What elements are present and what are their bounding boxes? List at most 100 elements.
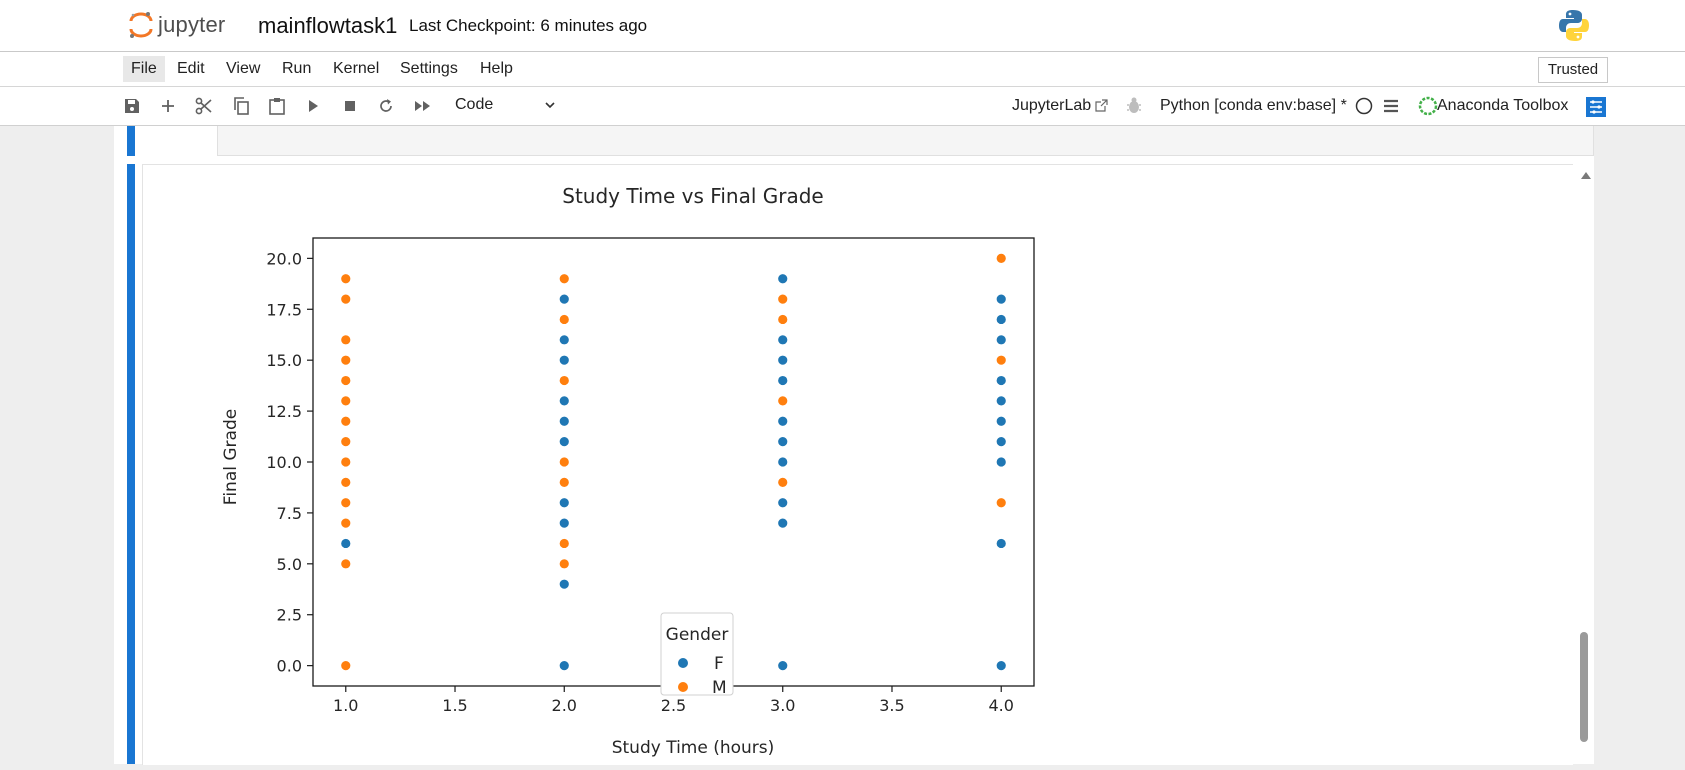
cell-collapser[interactable]	[127, 126, 135, 156]
data-point-f	[558, 354, 570, 366]
scroll-up-arrow-icon[interactable]	[1580, 170, 1592, 180]
data-point-f	[558, 436, 570, 448]
data-point-m	[340, 436, 352, 448]
cell-collapser[interactable]	[127, 164, 135, 764]
x-tick-label: 1.5	[442, 696, 467, 715]
data-point-m	[340, 375, 352, 386]
external-link-icon[interactable]	[1095, 99, 1108, 112]
code-cell-input[interactable]	[217, 126, 1594, 156]
data-point-f	[340, 538, 352, 549]
chevron-down-icon[interactable]	[544, 99, 556, 111]
menu-kernel[interactable]: Kernel	[333, 60, 380, 77]
data-point-m	[340, 354, 352, 366]
data-point-f	[777, 334, 789, 346]
cell-type-select[interactable]: Code	[455, 96, 494, 113]
y-tick-label: 0.0	[277, 657, 302, 676]
x-tick-label: 3.0	[770, 696, 795, 715]
y-tick-label: 7.5	[277, 504, 302, 523]
data-point-m	[558, 375, 570, 386]
add-cell-icon[interactable]	[158, 96, 178, 116]
y-axis: 0.0 2.5 5.0 7.5 10.0 12.5 15.0 17.5 20.0	[266, 249, 313, 676]
data-point-m	[340, 334, 352, 346]
data-point-f	[995, 375, 1007, 386]
data-point-f	[995, 660, 1007, 672]
cut-icon[interactable]	[194, 96, 214, 116]
data-point-m	[340, 476, 352, 488]
kernel-name[interactable]: Python [conda env:base] *	[1160, 97, 1347, 114]
menu-edit[interactable]: Edit	[177, 60, 205, 77]
cell-output: Study Time vs Final Grade 1.0 1.5 2.0 2.5 3.…	[142, 164, 1573, 765]
notebook-toolbar: Code JupyterLab Python [conda env:base] …	[0, 87, 1685, 126]
data-point-m	[777, 293, 789, 305]
y-tick-label: 15.0	[266, 351, 302, 370]
data-point-f	[558, 497, 570, 509]
data-point-f	[777, 517, 789, 529]
anaconda-toolbox-label[interactable]: Anaconda Toolbox	[1437, 97, 1569, 114]
save-icon[interactable]	[122, 96, 142, 116]
data-point-f	[777, 415, 789, 427]
data-point-f	[558, 578, 570, 590]
data-point-m	[777, 314, 789, 325]
debugger-icon[interactable]	[1126, 97, 1142, 115]
scatter-chart: Study Time vs Final Grade 1.0 1.5 2.0 2.5 3.…	[143, 165, 1573, 770]
data-point-f	[777, 375, 789, 386]
data-point-f	[777, 660, 789, 672]
data-point-m	[558, 558, 570, 570]
data-point-f	[558, 334, 570, 346]
copy-icon[interactable]	[231, 96, 251, 116]
x-tick-label: 1.0	[333, 696, 358, 715]
jupyterlab-link[interactable]: JupyterLab	[1012, 97, 1092, 114]
data-point-f	[995, 436, 1007, 448]
scrollbar-thumb[interactable]	[1580, 632, 1588, 742]
menu-settings[interactable]: Settings	[400, 60, 458, 77]
restart-icon[interactable]	[376, 96, 396, 116]
data-point-m	[558, 273, 570, 285]
notebook-panel: Study Time vs Final Grade 1.0 1.5 2.0 2.5 3.…	[114, 126, 1594, 765]
notebook-title[interactable]: mainflowtask1	[258, 13, 398, 38]
run-icon[interactable]	[303, 96, 323, 116]
data-point-f	[558, 293, 570, 305]
anaconda-icon[interactable]	[1418, 96, 1438, 116]
legend-box	[660, 612, 734, 696]
y-tick-label: 20.0	[266, 249, 302, 268]
data-point-f	[995, 538, 1007, 549]
menu-file[interactable]: File	[123, 56, 165, 82]
legend-label-m: M	[712, 678, 727, 698]
data-point-f	[777, 273, 789, 285]
kernel-status-icon	[1355, 97, 1373, 115]
data-point-m	[995, 497, 1007, 509]
legend-marker-f	[678, 658, 688, 668]
data-point-m	[340, 415, 352, 427]
y-tick-label: 5.0	[277, 555, 302, 574]
data-point-f	[777, 436, 789, 448]
data-point-m	[340, 395, 352, 407]
kernel-menu-icon[interactable]	[1383, 98, 1399, 114]
stop-icon[interactable]	[340, 96, 360, 116]
data-point-m	[558, 476, 570, 488]
data-point-m	[777, 476, 789, 488]
jupyter-logo[interactable]: jupyter	[128, 10, 225, 40]
chart-legend: Gender F M	[660, 612, 734, 698]
menu-view[interactable]: View	[226, 60, 261, 77]
data-point-m	[340, 517, 352, 529]
data-point-f	[777, 354, 789, 366]
data-point-f	[995, 395, 1007, 407]
menu-help[interactable]: Help	[480, 60, 513, 77]
x-axis-label: Study Time (hours)	[612, 738, 775, 758]
property-inspector-icon[interactable]	[1586, 97, 1606, 117]
menu-run[interactable]: Run	[282, 60, 312, 77]
scrollbar[interactable]	[1575, 164, 1591, 764]
data-points	[340, 252, 1007, 672]
data-point-f	[777, 497, 789, 509]
trusted-badge[interactable]: Trusted	[1538, 57, 1608, 83]
data-point-m	[340, 660, 352, 672]
legend-marker-m	[678, 682, 688, 692]
y-tick-label: 2.5	[277, 606, 302, 625]
data-point-f	[558, 415, 570, 427]
legend-title: Gender	[666, 625, 729, 645]
run-all-icon[interactable]	[413, 96, 433, 116]
data-point-m	[995, 252, 1007, 264]
data-point-f	[995, 314, 1007, 325]
data-point-f	[995, 456, 1007, 468]
paste-icon[interactable]	[267, 96, 287, 116]
